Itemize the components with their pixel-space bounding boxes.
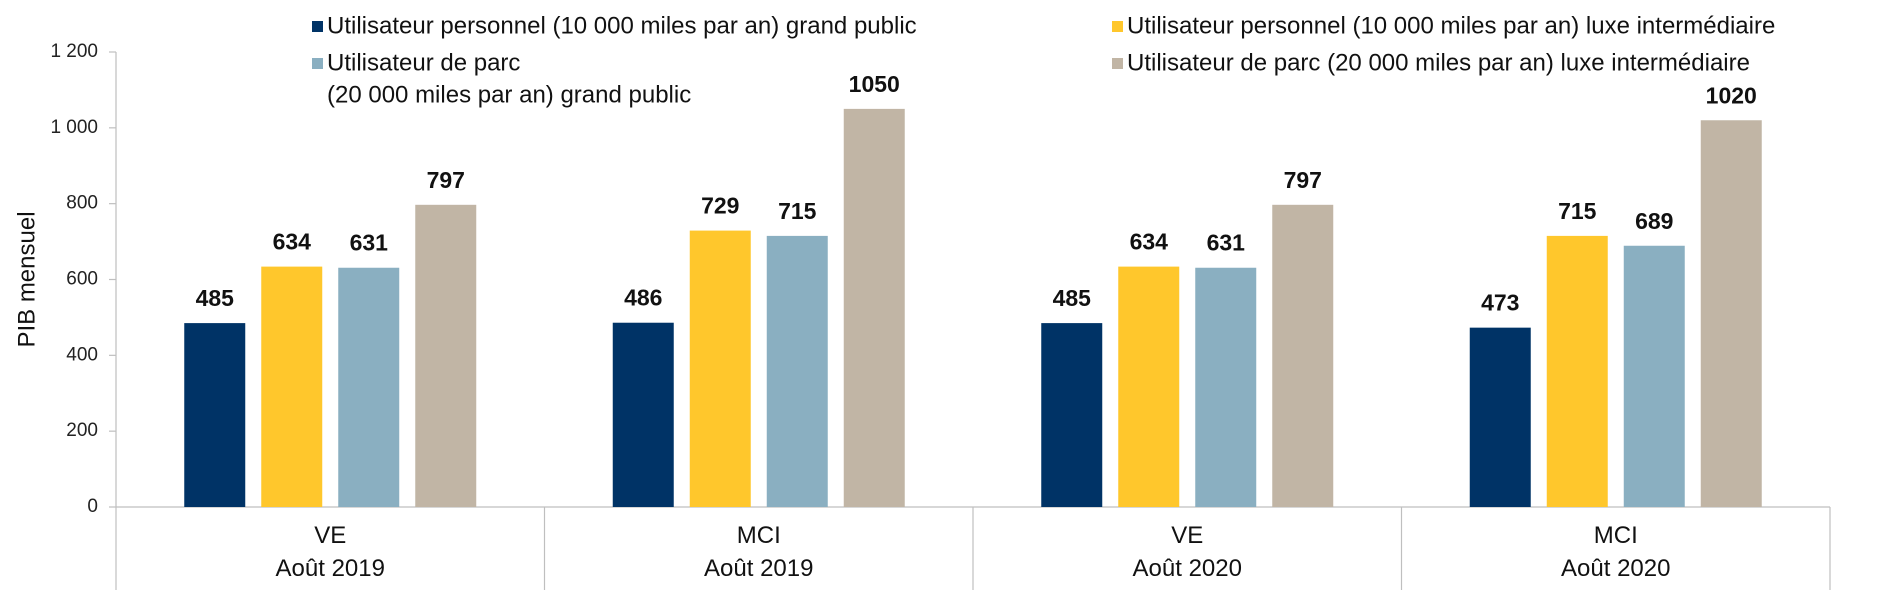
bar [612,322,674,507]
y-tick-label: 1 000 [50,117,98,138]
data-label: 729 [701,193,739,219]
data-label: 473 [1481,290,1519,316]
x-category-label: Août 2019 [276,555,385,582]
data-label: 797 [1284,167,1322,193]
bar [1469,327,1531,507]
x-category-label: Août 2020 [1133,555,1242,582]
legend-label: Utilisateur de parc (20 000 miles par an… [1127,49,1750,76]
legend-label: Utilisateur de parc [327,49,520,76]
y-tick-label: 800 [66,193,98,214]
data-label: 1050 [849,71,900,97]
data-label: 634 [273,229,312,255]
legend-label: Utilisateur personnel (10 000 miles par … [327,12,917,39]
data-label: 631 [350,230,389,256]
data-label: 486 [624,285,662,311]
bar [338,267,400,507]
bar [1195,267,1257,507]
legend-label: Utilisateur personnel (10 000 miles par … [1127,12,1775,39]
x-category-label: MCI [737,522,781,549]
bar [766,235,828,508]
x-category-label: Août 2020 [1561,555,1670,582]
data-label: 715 [1558,198,1597,224]
data-label: 634 [1130,229,1169,255]
bar [689,230,751,507]
data-label: 1020 [1706,82,1757,108]
legend-swatch [312,58,323,69]
data-label: 485 [196,285,235,311]
data-label: 715 [778,198,817,224]
bar [184,323,246,507]
bar [1623,245,1685,508]
y-tick-label: 600 [66,269,98,290]
x-category-label: VE [314,522,346,549]
bar [1272,204,1334,507]
bar [1700,120,1762,507]
bar [261,266,323,507]
data-label: 485 [1053,285,1092,311]
bar [1041,323,1103,507]
bar [1118,266,1180,507]
y-tick-label: 0 [87,496,98,517]
data-label: 797 [427,167,465,193]
x-category-label: Août 2019 [704,555,813,582]
y-axis-label: PIB mensuel [13,211,40,347]
data-label: 631 [1207,230,1246,256]
bar [415,204,477,507]
legend-label: (20 000 miles par an) grand public [327,81,691,108]
x-category-label: VE [1171,522,1203,549]
legend-swatch [1112,21,1123,32]
legend-swatch [1112,58,1123,69]
x-category-label: MCI [1594,522,1638,549]
bar [843,108,905,507]
bar [1546,235,1608,508]
legend-swatch [312,21,323,32]
y-tick-label: 200 [66,420,98,441]
data-label: 689 [1635,208,1673,234]
y-tick-label: 400 [66,344,98,365]
y-tick-label: 1 200 [50,41,98,62]
